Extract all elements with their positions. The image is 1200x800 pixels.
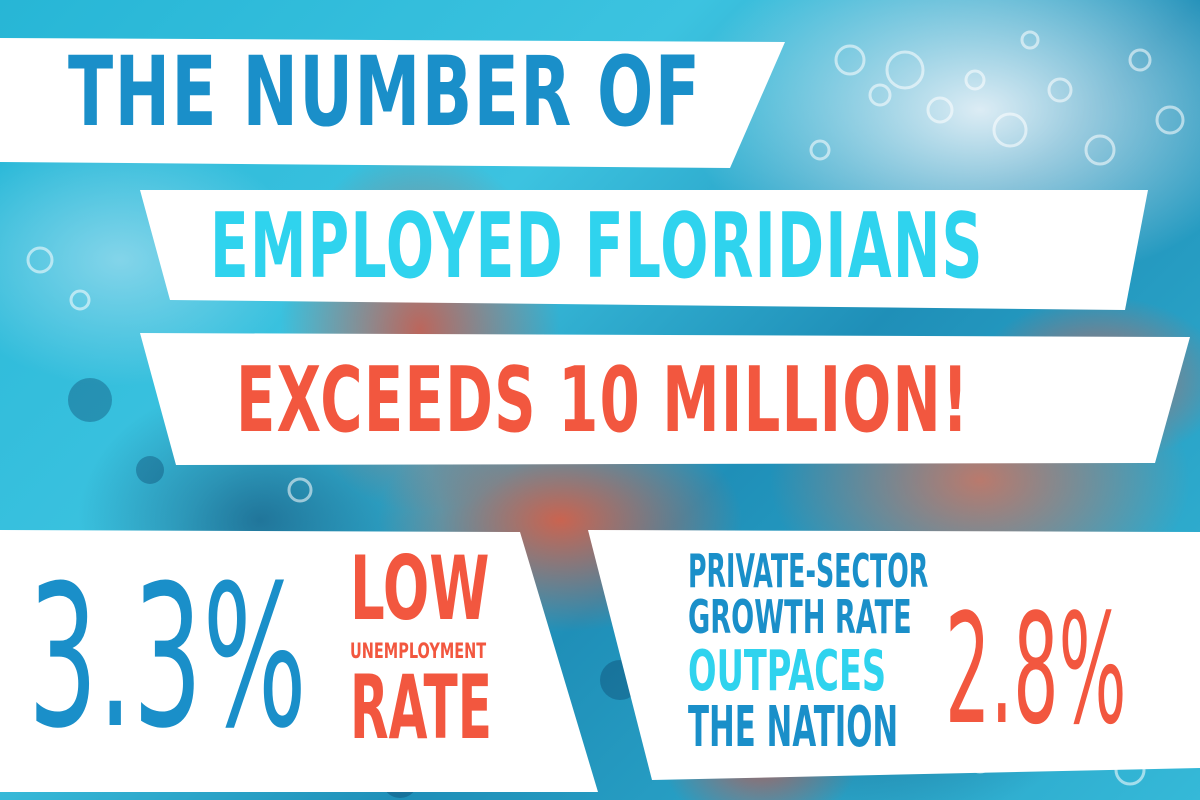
growth-panel: [588, 530, 1200, 780]
growth-label-growth-rate: GROWTH RATE: [688, 590, 912, 644]
growth-label-private-sector: PRIVATE-SECTOR: [688, 544, 929, 598]
growth-label-outpaces: OUTPACES: [688, 639, 887, 704]
unemployment-label-rate: RATE: [350, 656, 493, 759]
headline-banner-2: [140, 190, 1148, 310]
unemployment-panel: [0, 530, 598, 792]
headline-line-3: EXCEEDS 10 MILLION!: [236, 348, 970, 453]
unemployment-label-low: LOW: [350, 537, 490, 640]
headline-line-2: EMPLOYED FLORIDIANS: [210, 194, 984, 299]
headline-line-1: THE NUMBER OF: [68, 36, 702, 148]
headline-banner-1: [0, 38, 785, 168]
unemployment-rate-value: 3.3%: [28, 544, 307, 772]
headline-banner-3: [140, 333, 1190, 465]
growth-rate-value: 2.8%: [945, 581, 1127, 758]
unemployment-label-unemployment: UNEMPLOYMENT: [350, 639, 487, 663]
growth-label-the-nation: THE NATION: [688, 695, 899, 760]
